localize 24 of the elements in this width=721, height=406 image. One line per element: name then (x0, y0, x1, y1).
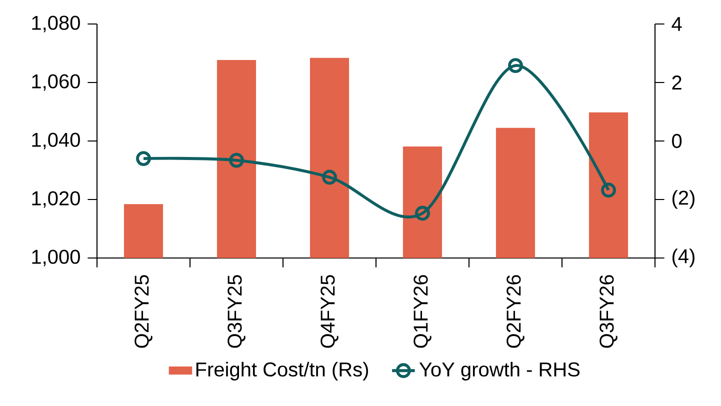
y-tick-label: 1,020 (32, 191, 80, 208)
x-tick-label: Q2FY26 (506, 275, 524, 348)
y-tick-label: 1,040 (32, 132, 80, 150)
y2-tick-label: 4 (672, 17, 682, 31)
legend-label: YoY growth - RHS (419, 362, 580, 380)
point (601, 182, 616, 198)
legend-label: Freight Cost/tn (Rs) (196, 362, 368, 380)
point (322, 170, 337, 185)
y2-tick-label: 0 (672, 134, 682, 148)
y2-tick-label: (4) (672, 248, 694, 268)
point (136, 151, 151, 166)
point (508, 58, 523, 74)
x-tick-label: Q2FY25 (134, 275, 152, 348)
x-tick-label: Q3FY26 (600, 275, 618, 348)
x-tick-label: Q1FY26 (414, 275, 432, 348)
x-tick-label: Q4FY25 (320, 275, 338, 348)
y2-tick-label: (2) (672, 190, 694, 209)
y-tick-label: 1,060 (32, 74, 80, 91)
y-tick-label: 1,080 (32, 16, 80, 32)
point (229, 152, 244, 168)
y-tick-label: 1,000 (32, 250, 80, 266)
x-tick-label: Q3FY25 (228, 275, 246, 348)
point (415, 206, 430, 221)
y2-tick-label: 2 (672, 76, 682, 90)
